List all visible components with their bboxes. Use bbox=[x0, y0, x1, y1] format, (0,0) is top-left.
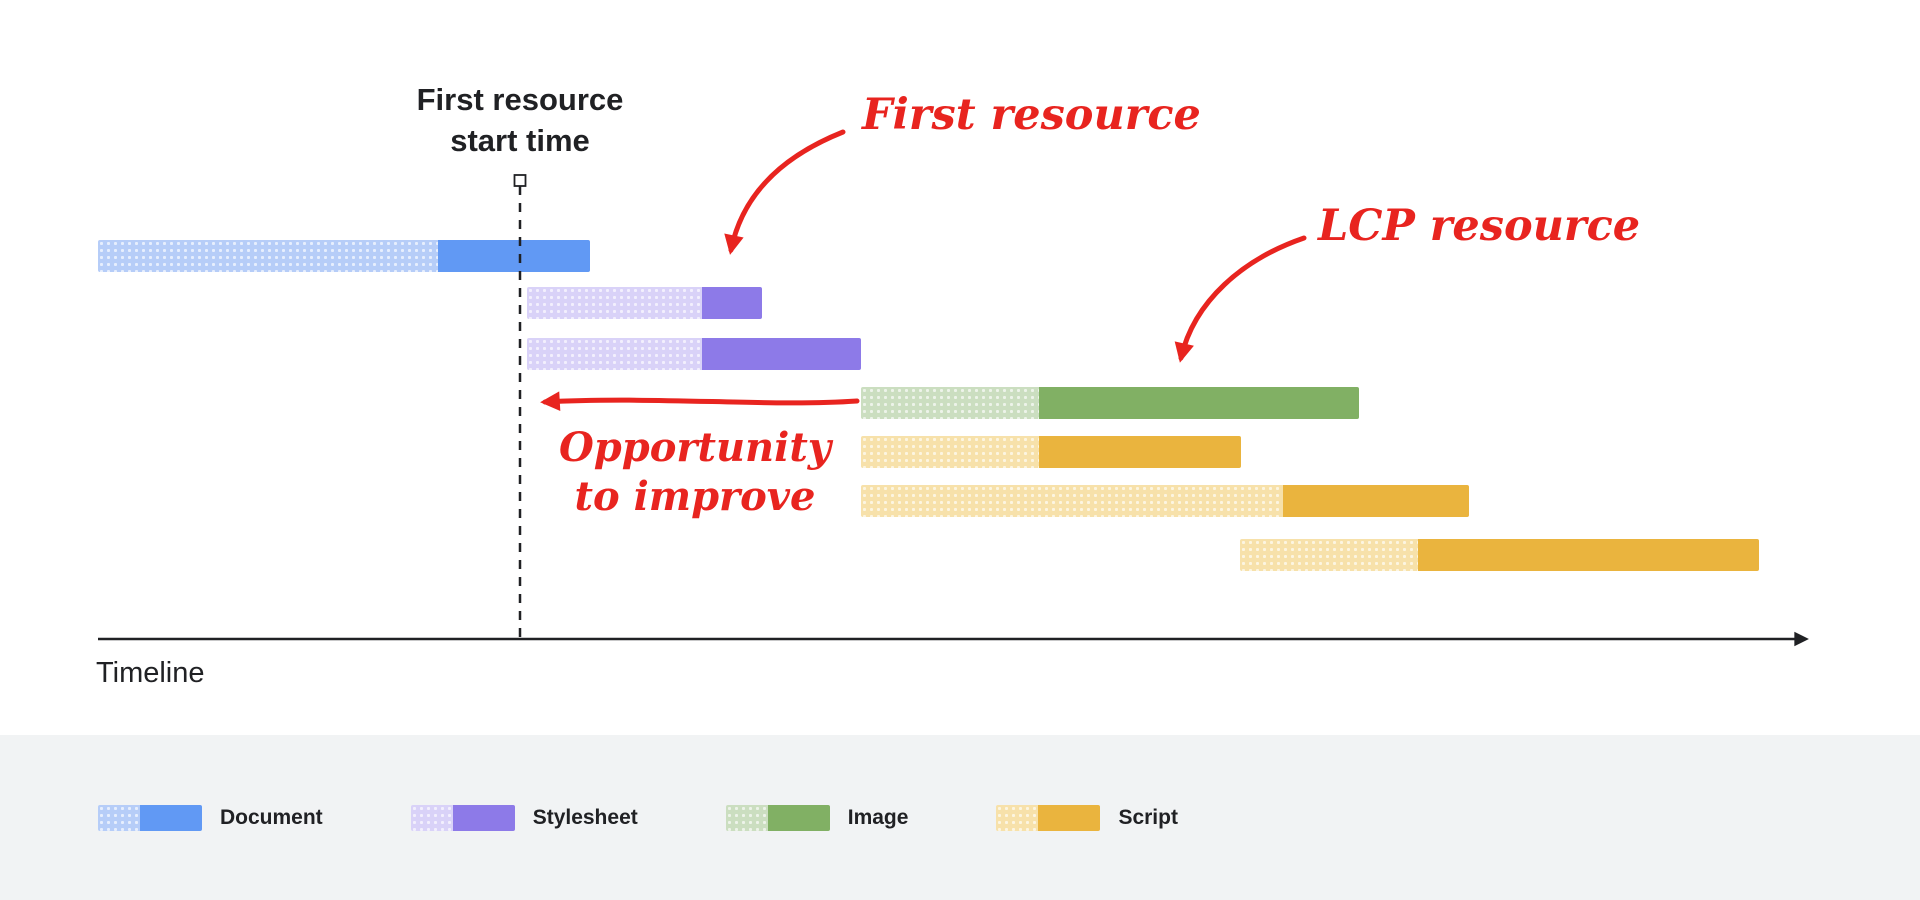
first-resource-start-label: First resource start time bbox=[416, 82, 624, 158]
stylesheet-bar-wait-segment bbox=[527, 338, 702, 370]
document-swatch-dark bbox=[140, 805, 202, 831]
legend: Document Stylesheet Image Script bbox=[98, 805, 1178, 831]
script-bar-download-segment bbox=[1283, 485, 1469, 517]
stylesheet-bar bbox=[527, 338, 861, 370]
stylesheet-swatch-light bbox=[410, 805, 453, 831]
opportunity-arrow-icon bbox=[540, 391, 860, 412]
first-resource-annotation: First resource bbox=[862, 90, 1201, 140]
lcp-resource-annotation: LCP resource bbox=[1318, 201, 1641, 251]
image-swatch-dark bbox=[767, 805, 830, 831]
legend-item-stylesheet: Stylesheet bbox=[410, 805, 638, 831]
image-swatch bbox=[725, 805, 830, 831]
stylesheet-swatch bbox=[410, 805, 515, 831]
legend-footer: Document Stylesheet Image Script bbox=[0, 735, 1920, 900]
script-bar bbox=[861, 485, 1469, 517]
image-bar-download-segment bbox=[1039, 387, 1359, 419]
document-swatch bbox=[98, 805, 202, 831]
image-bar-wait-segment bbox=[861, 387, 1039, 419]
document-bar bbox=[98, 240, 590, 272]
start-line-handle-icon bbox=[513, 174, 527, 187]
script-swatch bbox=[996, 805, 1101, 831]
document-swatch-light bbox=[98, 805, 140, 831]
lcp-resource-arrow-icon bbox=[1174, 235, 1307, 363]
first-resource-arrow-icon bbox=[724, 129, 846, 255]
script-bar-wait-segment bbox=[861, 485, 1283, 517]
legend-label-script: Script bbox=[1118, 806, 1178, 829]
legend-item-script: Script bbox=[996, 805, 1178, 831]
document-bar-wait-segment bbox=[98, 240, 438, 272]
script-bar-wait-segment bbox=[861, 436, 1039, 468]
script-bar-download-segment bbox=[1039, 436, 1241, 468]
legend-item-document: Document bbox=[98, 805, 323, 831]
stylesheet-bar bbox=[527, 287, 762, 319]
stylesheet-bar-download-segment bbox=[702, 338, 861, 370]
stylesheet-bar-wait-segment bbox=[527, 287, 702, 319]
legend-label-image: Image bbox=[847, 806, 909, 829]
legend-label-document: Document bbox=[220, 806, 323, 829]
image-swatch-light bbox=[725, 805, 768, 831]
legend-label-stylesheet: Stylesheet bbox=[532, 806, 638, 829]
script-swatch-dark bbox=[1038, 805, 1101, 831]
script-bar-download-segment bbox=[1418, 539, 1759, 571]
script-swatch-light bbox=[996, 805, 1039, 831]
stylesheet-swatch-dark bbox=[452, 805, 515, 831]
script-bar bbox=[1240, 539, 1759, 571]
script-bar-wait-segment bbox=[1240, 539, 1418, 571]
document-bar-download-segment bbox=[438, 240, 590, 272]
image-bar bbox=[861, 387, 1359, 419]
opportunity-annotation: Opportunity to improve bbox=[558, 424, 832, 520]
legend-item-image: Image bbox=[725, 805, 909, 831]
stylesheet-bar-download-segment bbox=[702, 287, 762, 319]
script-bar bbox=[861, 436, 1241, 468]
timeline-label: Timeline bbox=[96, 657, 205, 689]
